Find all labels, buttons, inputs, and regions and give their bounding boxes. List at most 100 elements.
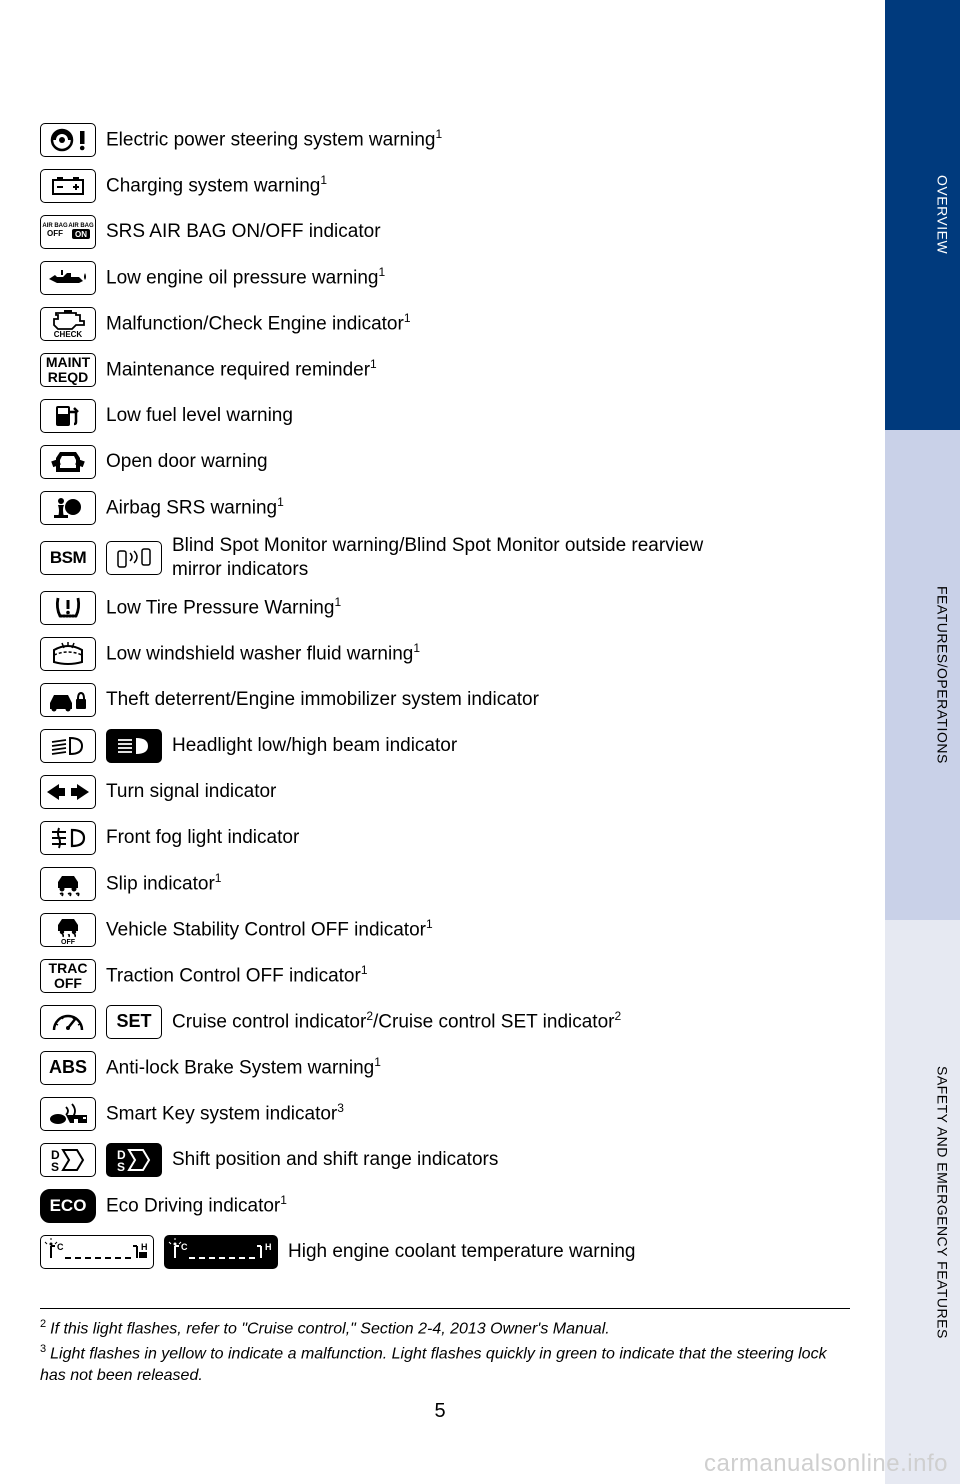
- slip-label: Slip indicator1: [106, 871, 221, 896]
- tpms-icon: [40, 591, 96, 625]
- eco-label: Eco Driving indicator1: [106, 1193, 287, 1218]
- airbag-onoff-label: SRS AIR BAG ON/OFF indicator: [106, 220, 381, 244]
- svg-text:AIR BAG: AIR BAG: [68, 223, 94, 229]
- row-shift: D S D S Shift position and shift range i…: [40, 1140, 820, 1180]
- row-airbag: Airbag SRS warning1: [40, 488, 820, 528]
- bsm-label: Blind Spot Monitor warning/Blind Spot Mo…: [172, 534, 732, 582]
- smartkey-label: Smart Key system indicator3: [106, 1101, 344, 1126]
- washer-icon: [40, 637, 96, 671]
- indicator-list: Electric power steering system warning1 …: [40, 120, 820, 1278]
- tab-overview: OVERVIEW: [925, 0, 960, 430]
- row-check: CHECK Malfunction/Check Engine indicator…: [40, 304, 820, 344]
- steering-label: Electric power steering system warning1: [106, 127, 442, 152]
- tab-safety: SAFETY AND EMERGENCY FEATURES: [925, 920, 960, 1484]
- watermark: carmanualsonline.info: [704, 1450, 948, 1478]
- check-engine-icon: CHECK: [40, 307, 96, 341]
- abs-label: Anti-lock Brake System warning1: [106, 1055, 381, 1080]
- shift-label: Shift position and shift range indicator…: [172, 1148, 498, 1172]
- airbag-label: Airbag SRS warning1: [106, 495, 284, 520]
- accent-overview: [885, 0, 925, 430]
- maint-reqd-icon: MAINTREQD: [40, 353, 96, 387]
- theft-label: Theft deterrent/Engine immobilizer syste…: [106, 688, 539, 712]
- coolant-gauge-icon: C H: [40, 1235, 154, 1269]
- airbag-icon: [40, 491, 96, 525]
- door-label: Open door warning: [106, 450, 268, 474]
- smartkey-icon: [40, 1097, 96, 1131]
- maint-label: Maintenance required reminder1: [106, 357, 377, 382]
- battery-icon: [40, 169, 96, 203]
- turn-label: Turn signal indicator: [106, 780, 276, 804]
- row-washer: Low windshield washer fluid warning1: [40, 634, 820, 674]
- check-label: Malfunction/Check Engine indicator1: [106, 311, 411, 336]
- eco-icon: ECO: [40, 1189, 96, 1223]
- svg-text:ON: ON: [75, 230, 87, 239]
- svg-text:OFF: OFF: [61, 939, 76, 945]
- washer-label: Low windshield washer fluid warning1: [106, 641, 420, 666]
- airbag-onoff-icon: AIR BAG OFF AIR BAG ON: [40, 215, 96, 249]
- trac-label: Traction Control OFF indicator1: [106, 963, 368, 988]
- theft-icon: [40, 683, 96, 717]
- svg-text:C: C: [181, 1242, 188, 1252]
- headlight-label: Headlight low/high beam indicator: [172, 734, 457, 758]
- shift-icon: D S: [40, 1143, 96, 1177]
- row-tpms: Low Tire Pressure Warning1: [40, 588, 820, 628]
- side-tabs: OVERVIEW FEATURES/OPERATIONS SAFETY AND …: [925, 0, 960, 1484]
- svg-text:CHECK: CHECK: [54, 330, 83, 339]
- svg-text:C: C: [57, 1242, 64, 1252]
- shift-icon-inverted: D S: [106, 1143, 162, 1177]
- oil-icon: [40, 261, 96, 295]
- fuel-icon: [40, 399, 96, 433]
- row-coolant: C H C H High engine coolant temperature …: [40, 1232, 820, 1272]
- battery-label: Charging system warning1: [106, 173, 327, 198]
- svg-text:H: H: [265, 1242, 272, 1252]
- footnotes: 2If this light flashes, refer to "Cruise…: [40, 1308, 850, 1388]
- row-vsc-off: OFF Vehicle Stability Control OFF indica…: [40, 910, 820, 950]
- row-cruise: SET Cruise control indicator2/Cruise con…: [40, 1002, 820, 1042]
- oil-label: Low engine oil pressure warning1: [106, 265, 385, 290]
- fog-label: Front fog light indicator: [106, 826, 299, 850]
- coolant-gauge-icon-inverted: C H: [164, 1235, 278, 1269]
- row-steering: Electric power steering system warning1: [40, 120, 820, 160]
- row-door: Open door warning: [40, 442, 820, 482]
- page-number: 5: [0, 1400, 880, 1423]
- highbeam-icon: [106, 729, 162, 763]
- row-battery: Charging system warning1: [40, 166, 820, 206]
- row-headlight: Headlight low/high beam indicator: [40, 726, 820, 766]
- cruise-icon: [40, 1005, 96, 1039]
- lowbeam-icon: [40, 729, 96, 763]
- slip-icon: [40, 867, 96, 901]
- coolant-label: High engine coolant temperature warning: [288, 1240, 636, 1264]
- row-airbag-onoff: AIR BAG OFF AIR BAG ON SRS AIR BAG ON/OF…: [40, 212, 820, 252]
- row-abs: ABS Anti-lock Brake System warning1: [40, 1048, 820, 1088]
- row-turn: Turn signal indicator: [40, 772, 820, 812]
- vsc-off-icon: OFF: [40, 913, 96, 947]
- row-slip: Slip indicator1: [40, 864, 820, 904]
- bsm-icon: BSM: [40, 541, 96, 575]
- svg-text:S: S: [117, 1160, 125, 1174]
- row-fuel: Low fuel level warning: [40, 396, 820, 436]
- row-smartkey: Smart Key system indicator3: [40, 1094, 820, 1134]
- svg-text:S: S: [51, 1160, 59, 1174]
- row-maint: MAINTREQD Maintenance required reminder1: [40, 350, 820, 390]
- door-icon: [40, 445, 96, 479]
- fog-light-icon: [40, 821, 96, 855]
- tpms-label: Low Tire Pressure Warning1: [106, 595, 341, 620]
- steering-icon: [40, 123, 96, 157]
- row-trac: TRACOFF Traction Control OFF indicator1: [40, 956, 820, 996]
- row-fog: Front fog light indicator: [40, 818, 820, 858]
- vsc-off-label: Vehicle Stability Control OFF indicator1: [106, 917, 433, 942]
- side-accent-stripe: [885, 0, 925, 1484]
- set-icon: SET: [106, 1005, 162, 1039]
- accent-safety: [885, 920, 925, 1484]
- svg-text:H: H: [141, 1242, 148, 1252]
- footnote-3: 3Light flashes in yellow to indicate a m…: [40, 1342, 850, 1387]
- tab-features: FEATURES/OPERATIONS: [925, 430, 960, 920]
- row-eco: ECO Eco Driving indicator1: [40, 1186, 820, 1226]
- turn-signal-icon: [40, 775, 96, 809]
- fuel-label: Low fuel level warning: [106, 404, 293, 428]
- row-theft: Theft deterrent/Engine immobilizer syste…: [40, 680, 820, 720]
- footnote-2: 2If this light flashes, refer to "Cruise…: [40, 1317, 850, 1340]
- svg-text:OFF: OFF: [47, 229, 63, 238]
- row-bsm: BSM Blind Spot Monitor warning/Blind Spo…: [40, 534, 820, 582]
- cruise-label: Cruise control indicator2/Cruise control…: [172, 1009, 621, 1034]
